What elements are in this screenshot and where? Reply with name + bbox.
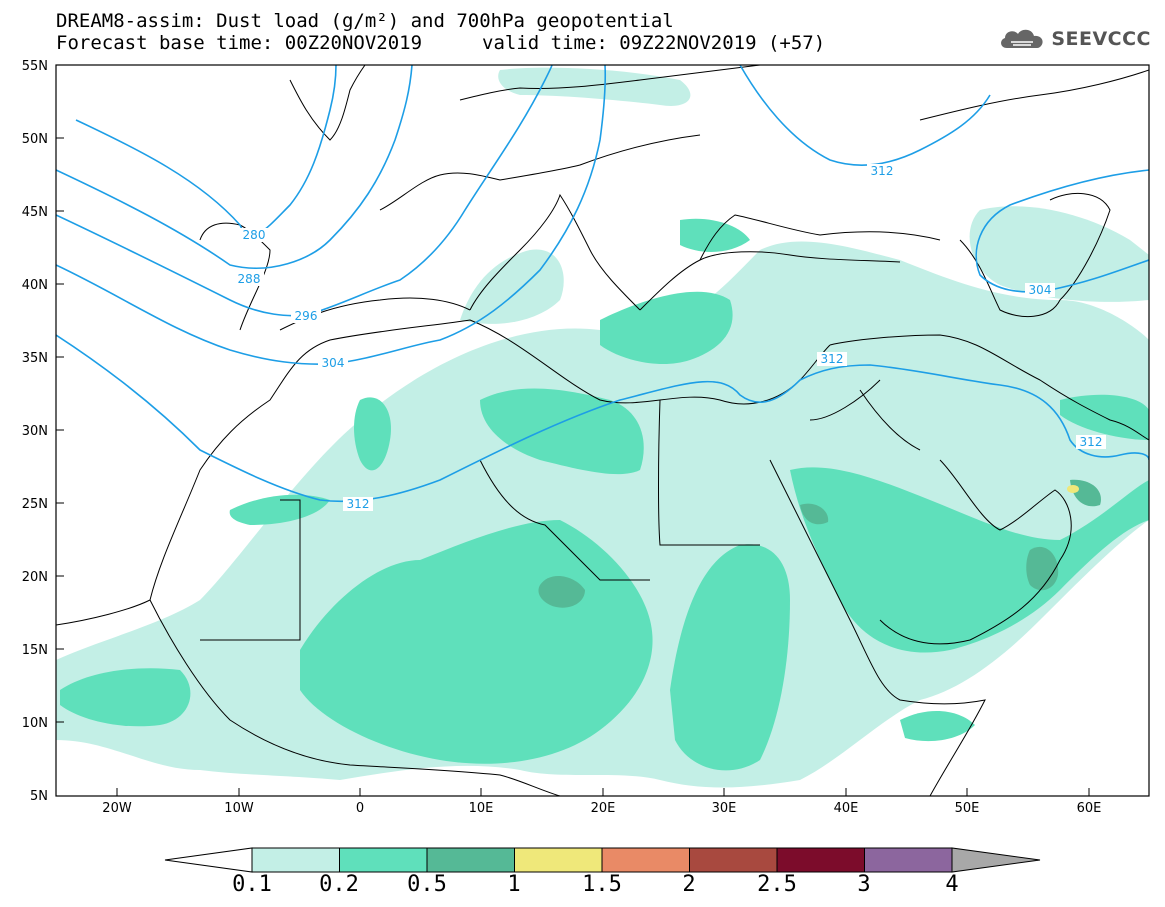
colorbar-label: 1 xyxy=(507,872,521,897)
lat-label: 30N xyxy=(22,424,48,439)
contour-label-312-mideast: 312 xyxy=(821,352,844,366)
contour-label-280: 280 xyxy=(243,228,266,242)
seevccc-logo: SEEVCCC xyxy=(997,26,1151,52)
contour-labels: 280 288 296 304 312 312 312 312 304 xyxy=(234,164,1106,511)
colorbar-cell xyxy=(864,847,953,873)
colorbar-under-triangle xyxy=(164,847,253,873)
geopotential-contours xyxy=(56,65,1149,503)
contour-label-312-north: 312 xyxy=(871,164,894,178)
contour-label-312-east: 312 xyxy=(1080,435,1103,449)
dust-level-1 xyxy=(1067,485,1079,493)
contour-label-304: 304 xyxy=(322,356,345,370)
latitude-axis: 55N 50N 45N 40N 35N 30N 25N 20N 15N 10N … xyxy=(22,59,48,804)
lon-label: 10W xyxy=(224,801,254,816)
colorbar-label: 3 xyxy=(857,872,871,897)
title-line-1: DREAM8-assim: Dust load (g/m²) and 700hP… xyxy=(56,10,674,32)
colorbar xyxy=(164,847,1041,873)
colorbar-cell xyxy=(339,847,428,873)
lat-label: 55N xyxy=(22,59,48,74)
coastlines xyxy=(56,65,1149,796)
logo-text: SEEVCCC xyxy=(1051,28,1151,50)
cloud-icon xyxy=(1001,29,1043,48)
colorbar-over-triangle xyxy=(951,847,1041,873)
contour-label-288: 288 xyxy=(238,272,261,286)
lat-label: 5N xyxy=(30,789,48,804)
lat-label: 20N xyxy=(22,570,48,585)
lon-label: 60E xyxy=(1077,801,1102,816)
lat-label: 15N xyxy=(22,643,48,658)
lat-label: 10N xyxy=(22,716,48,731)
contour-label-312-west: 312 xyxy=(347,497,370,511)
colorbar-label: 1.5 xyxy=(582,872,622,897)
lat-label: 40N xyxy=(22,278,48,293)
lon-label: 30E xyxy=(712,801,737,816)
title-line-2: Forecast base time: 00Z20NOV2019 xyxy=(56,32,423,54)
valid-time: valid time: 09Z22NOV2019 (+57) xyxy=(482,32,826,54)
colorbar-label: 2.5 xyxy=(757,872,797,897)
colorbar-cell xyxy=(776,847,865,873)
lon-label: 20E xyxy=(591,801,616,816)
longitude-axis: 20W 10W 0 10E 20E 30E 40E 50E 60E xyxy=(102,801,1101,816)
colorbar-label: 0.1 xyxy=(232,872,272,897)
colorbar-label: 2 xyxy=(682,872,696,897)
dust-field xyxy=(56,67,1149,788)
lon-label: 0 xyxy=(356,801,364,816)
lat-label: 50N xyxy=(22,132,48,147)
colorbar-label: 0.5 xyxy=(407,872,447,897)
colorbar-cell xyxy=(601,847,690,873)
colorbar-cell xyxy=(251,847,340,873)
colorbar-cell xyxy=(689,847,778,873)
lon-label: 10E xyxy=(469,801,494,816)
lon-label: 40E xyxy=(834,801,859,816)
colorbar-label: 4 xyxy=(945,872,959,897)
colorbar-cell xyxy=(426,847,515,873)
dust-level-0.5 xyxy=(538,479,1101,608)
colorbar-label: 0.2 xyxy=(319,872,359,897)
contour-label-304-east: 304 xyxy=(1029,283,1052,297)
colorbar-cell xyxy=(514,847,603,873)
axis-ticks xyxy=(56,137,1090,796)
contour-label-296: 296 xyxy=(295,309,318,323)
lon-label: 50E xyxy=(955,801,980,816)
lat-label: 25N xyxy=(22,497,48,512)
lat-label: 35N xyxy=(22,351,48,366)
lon-label: 20W xyxy=(102,801,132,816)
lat-label: 45N xyxy=(22,205,48,220)
